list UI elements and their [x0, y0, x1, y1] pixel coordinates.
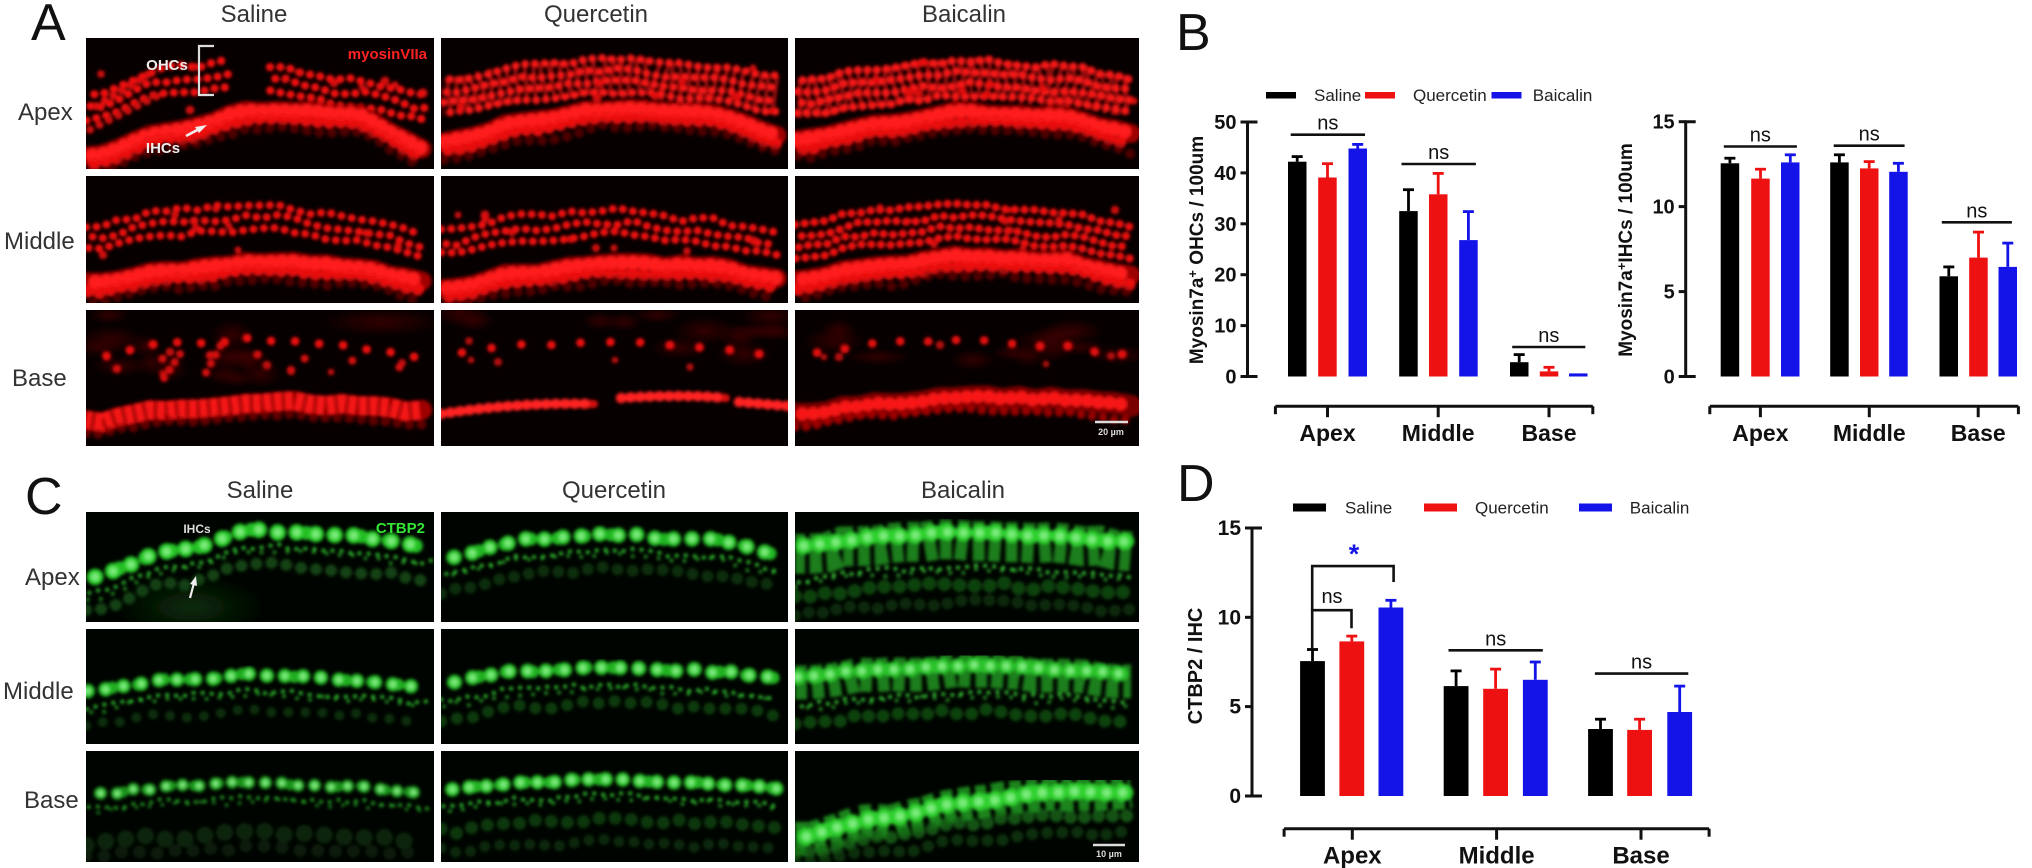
- svg-text:Quercetin: Quercetin: [1413, 86, 1487, 105]
- svg-text:Middle: Middle: [1833, 420, 1906, 446]
- svg-text:ns: ns: [1317, 113, 1338, 135]
- svg-text:0: 0: [1225, 367, 1236, 389]
- svg-text:Apex: Apex: [1732, 420, 1788, 446]
- svg-text:Myosin7a+IHCs / 100um: Myosin7a+IHCs / 100um: [1614, 143, 1637, 357]
- svg-text:IHCs: IHCs: [183, 522, 211, 536]
- svg-text:Middle: Middle: [1402, 420, 1475, 446]
- svg-text:10 µm: 10 µm: [1096, 849, 1122, 859]
- svg-text:Base: Base: [1951, 420, 2006, 446]
- svg-text:IHCs: IHCs: [146, 140, 180, 157]
- svg-text:Myosin7a+ OHCs / 100um: Myosin7a+ OHCs / 100um: [1185, 136, 1208, 364]
- svg-text:CTBP2 / IHC: CTBP2 / IHC: [1185, 608, 1207, 725]
- svg-text:50: 50: [1214, 112, 1236, 134]
- svg-text:ns: ns: [1631, 652, 1652, 674]
- svg-text:myosinVIIa: myosinVIIa: [348, 46, 428, 63]
- svg-text:ns: ns: [1485, 628, 1506, 650]
- svg-text:Apex: Apex: [1323, 843, 1382, 868]
- svg-text:30: 30: [1214, 214, 1236, 236]
- svg-text:40: 40: [1214, 163, 1236, 185]
- svg-text:Quercetin: Quercetin: [1475, 499, 1549, 518]
- svg-text:Baicalin: Baicalin: [1533, 86, 1593, 105]
- svg-text:5: 5: [1229, 696, 1241, 719]
- svg-text:ns: ns: [1321, 586, 1342, 608]
- svg-text:Saline: Saline: [1345, 499, 1392, 518]
- svg-text:ns: ns: [1859, 124, 1880, 146]
- svg-text:CTBP2: CTBP2: [376, 520, 425, 537]
- svg-text:ns: ns: [1750, 125, 1771, 147]
- svg-text:10: 10: [1218, 606, 1241, 629]
- svg-text:Base: Base: [1612, 843, 1669, 868]
- svg-text:10: 10: [1214, 316, 1236, 338]
- svg-text:Base: Base: [1522, 420, 1577, 446]
- svg-text:Apex: Apex: [1299, 420, 1355, 446]
- svg-text:15: 15: [1218, 517, 1242, 540]
- svg-text:20 µm: 20 µm: [1098, 427, 1124, 437]
- svg-text:*: *: [1349, 539, 1360, 569]
- svg-text:ns: ns: [1966, 200, 1987, 222]
- svg-text:OHCs: OHCs: [146, 57, 188, 74]
- svg-text:0: 0: [1229, 785, 1241, 808]
- svg-text:0: 0: [1664, 367, 1675, 389]
- svg-text:15: 15: [1652, 112, 1674, 134]
- svg-text:Baicalin: Baicalin: [1630, 499, 1690, 518]
- svg-text:10: 10: [1652, 197, 1674, 219]
- svg-text:ns: ns: [1538, 325, 1559, 347]
- svg-text:5: 5: [1664, 282, 1675, 304]
- svg-text:Saline: Saline: [1314, 86, 1361, 105]
- svg-text:ns: ns: [1428, 142, 1449, 164]
- svg-text:Middle: Middle: [1459, 843, 1535, 868]
- svg-text:20: 20: [1214, 265, 1236, 287]
